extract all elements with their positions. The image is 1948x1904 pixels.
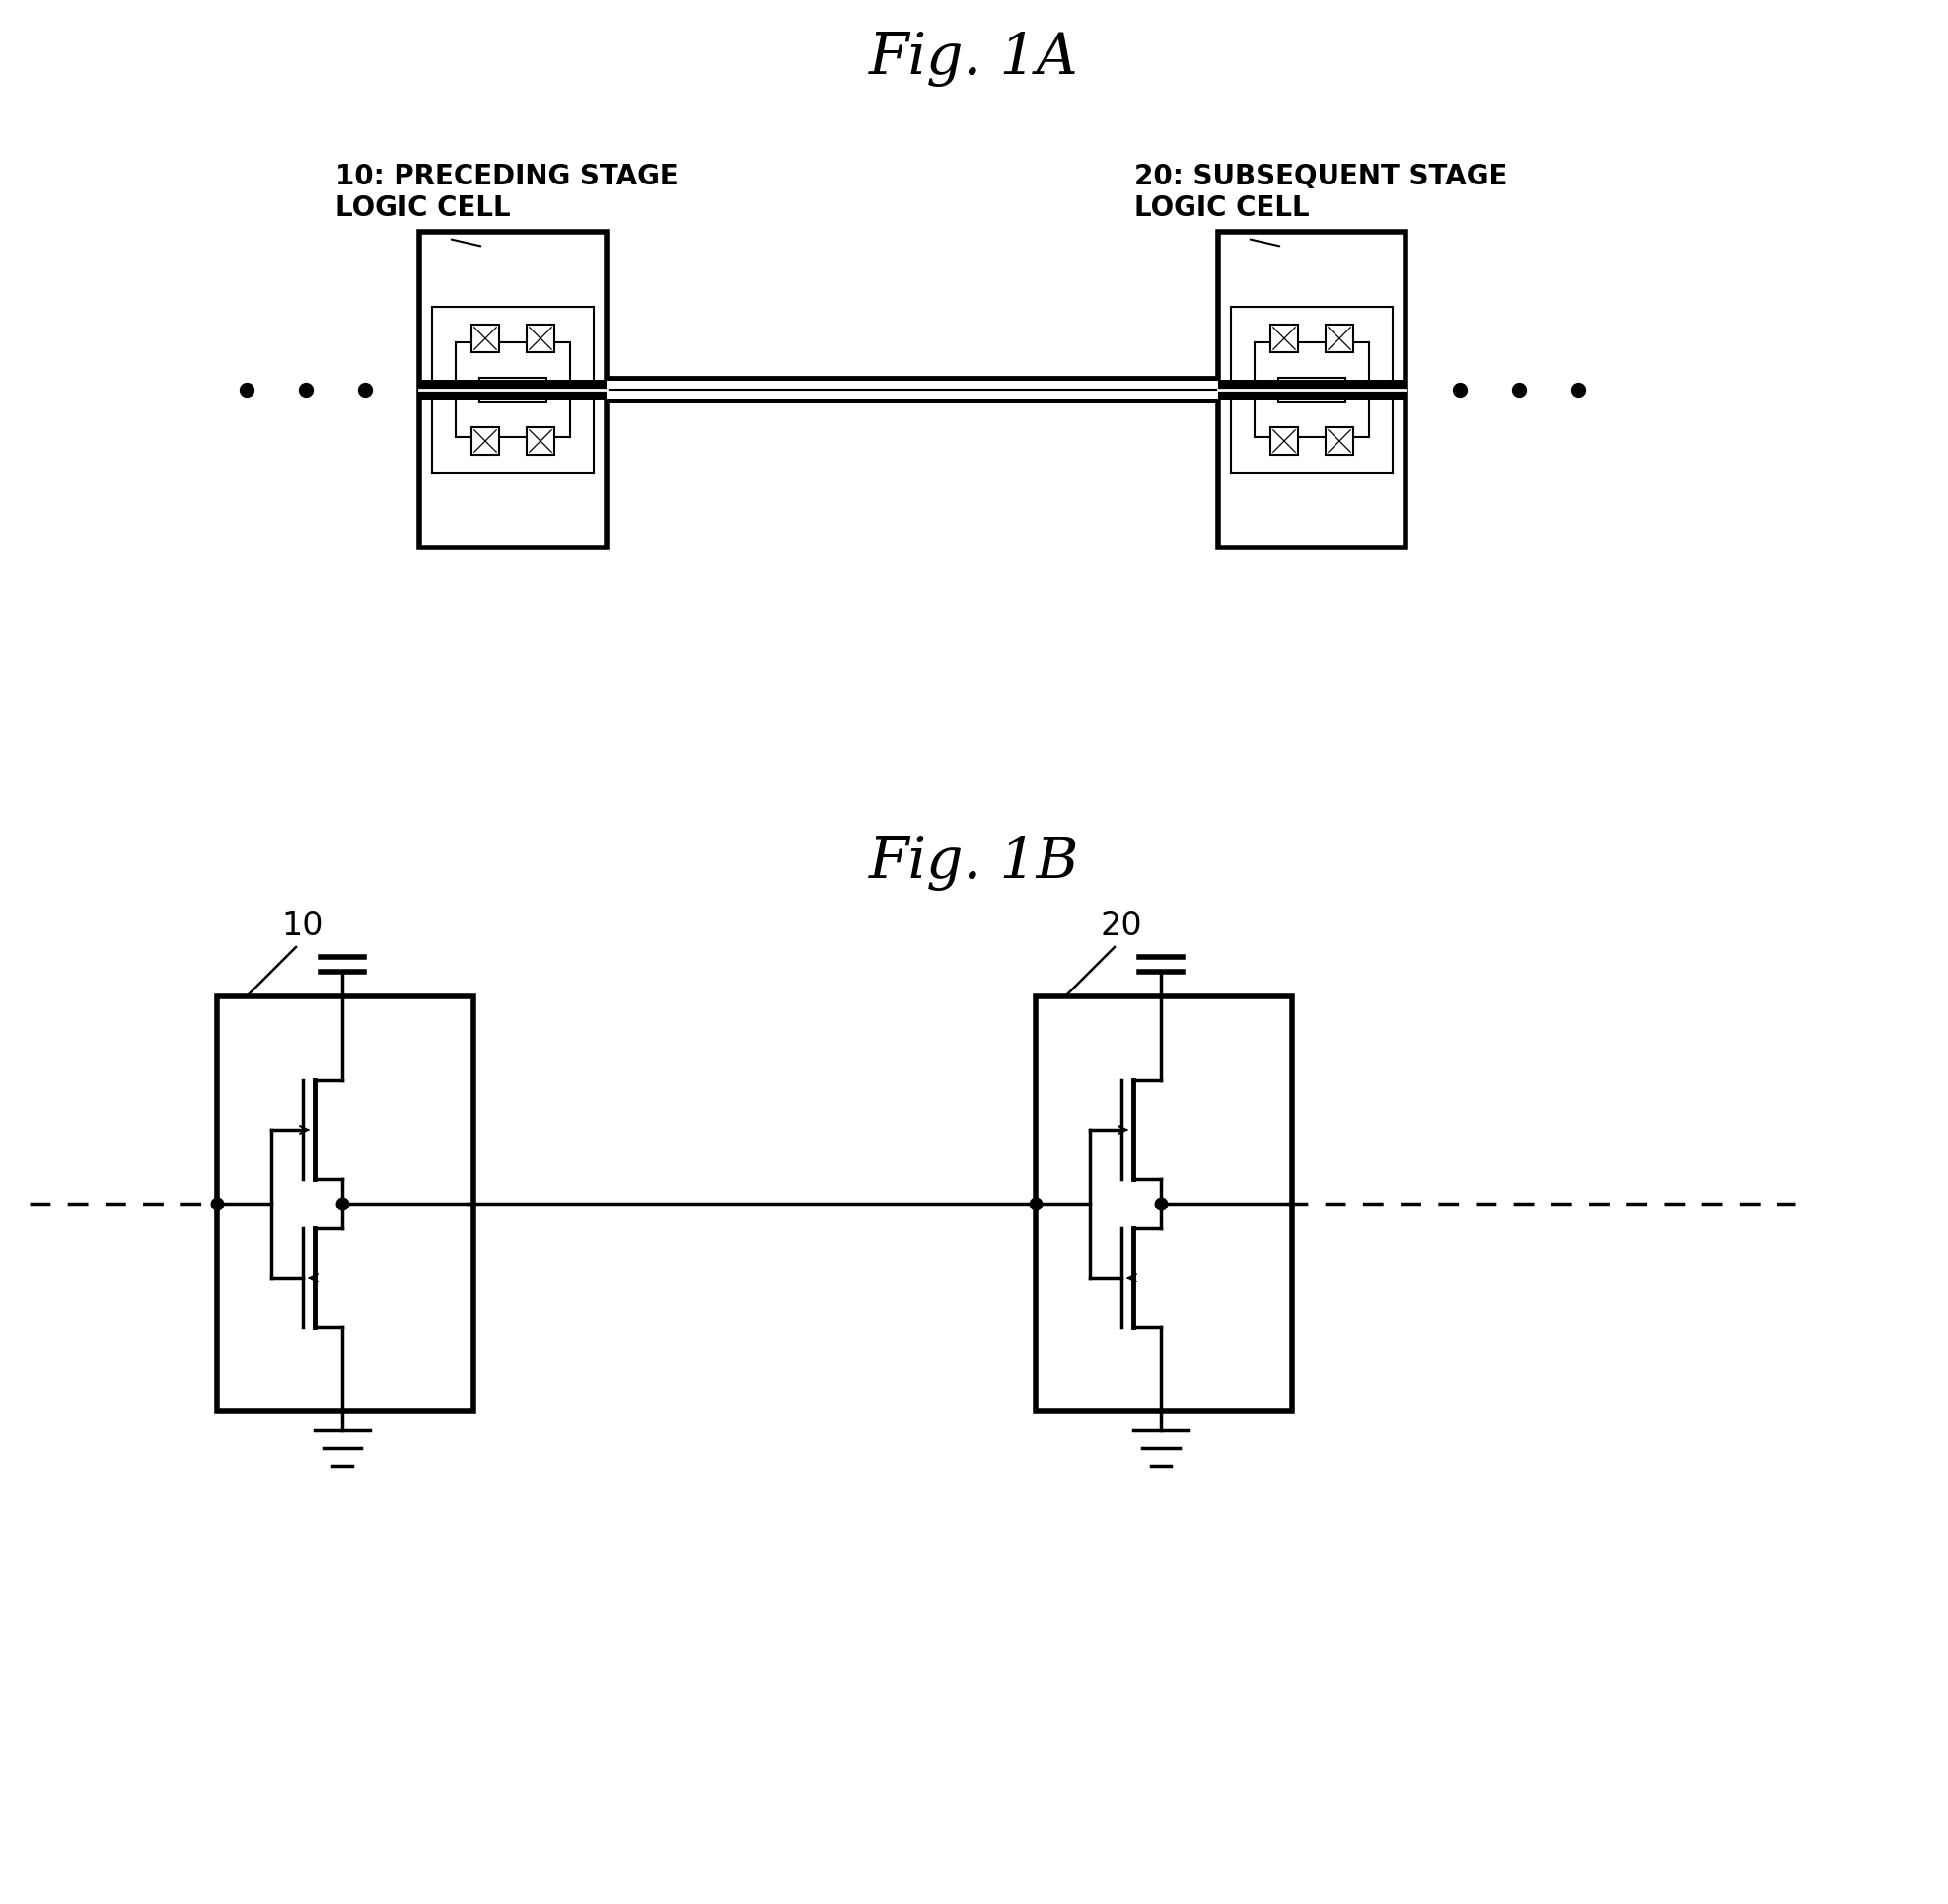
Bar (526, 324, 555, 352)
Bar (526, 426, 555, 455)
Bar (1218, 232, 1406, 548)
Text: Fig. 1B: Fig. 1B (869, 836, 1079, 891)
Bar (216, 996, 473, 1411)
Bar (1218, 379, 1406, 400)
Bar (419, 232, 606, 548)
Bar (1036, 996, 1292, 1411)
Bar (1270, 426, 1297, 455)
Bar (419, 379, 606, 400)
Text: Fig. 1A: Fig. 1A (869, 30, 1079, 88)
Bar (471, 324, 499, 352)
Bar (1327, 426, 1354, 455)
Bar (1270, 324, 1297, 352)
Text: 10: PRECEDING STAGE
LOGIC CELL: 10: PRECEDING STAGE LOGIC CELL (335, 162, 678, 223)
Text: 20: SUBSEQUENT STAGE
LOGIC CELL: 20: SUBSEQUENT STAGE LOGIC CELL (1134, 162, 1508, 223)
Bar (1327, 324, 1354, 352)
Text: 10: 10 (281, 910, 323, 942)
Text: 20: 20 (1101, 910, 1142, 942)
Bar (471, 426, 499, 455)
